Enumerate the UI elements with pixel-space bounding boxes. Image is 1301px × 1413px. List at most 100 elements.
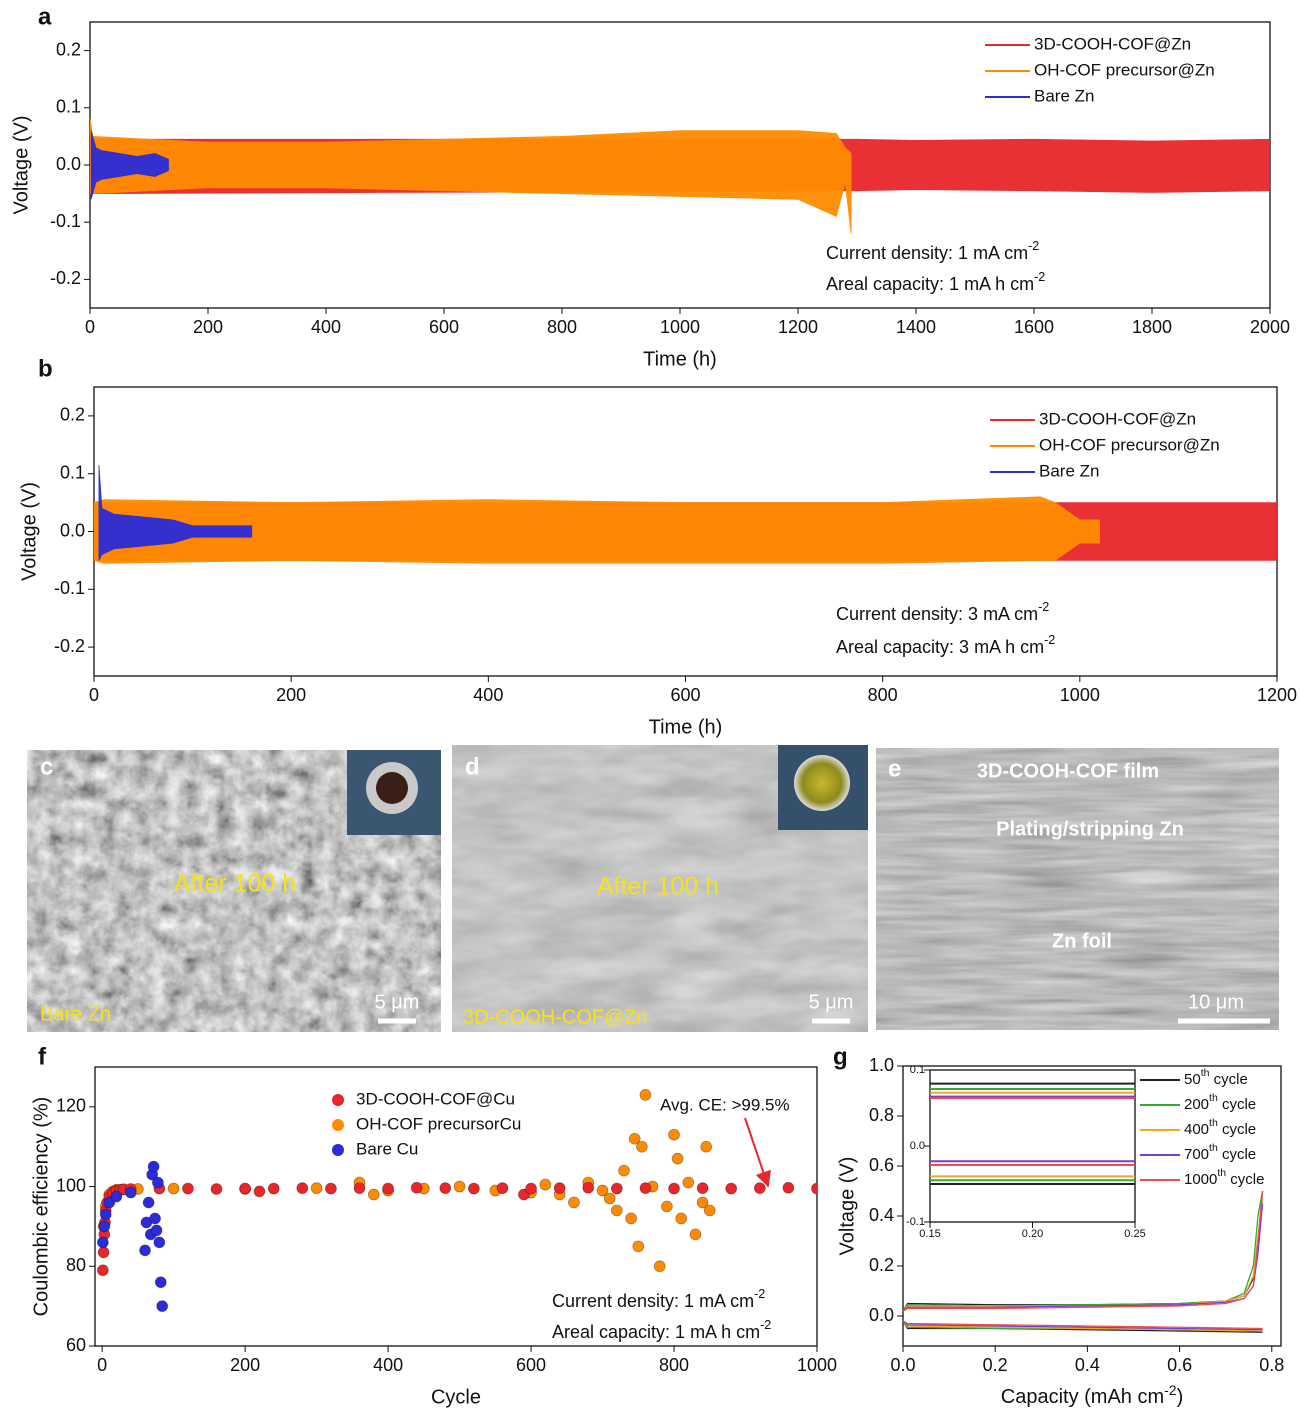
ce-point	[782, 1181, 795, 1194]
ce-point	[653, 1260, 666, 1273]
inset-bg	[930, 1070, 1135, 1222]
ce-point	[149, 1212, 161, 1225]
ce-point	[596, 1184, 609, 1197]
panel-letter: c	[40, 753, 53, 780]
ce-point	[628, 1132, 641, 1145]
ce-point	[353, 1182, 366, 1195]
x-tick-label: 200	[193, 317, 223, 337]
x-tick-label: 800	[868, 685, 898, 705]
ce-point	[668, 1182, 680, 1195]
y-tick-label: 60	[66, 1335, 86, 1355]
sample-label: 3D-COOH-COF@Zn	[463, 1006, 648, 1028]
condition-note: Areal capacity: 1 mA h cm-2	[826, 270, 1045, 293]
ce-point	[382, 1182, 394, 1195]
layer-label: Zn foil	[1052, 930, 1112, 952]
y-tick-label: 80	[66, 1255, 86, 1275]
y-tick-label: 1.0	[869, 1055, 894, 1075]
ce-point	[239, 1182, 252, 1195]
x-tick-label: 400	[473, 685, 503, 705]
y-tick-label: 0.2	[56, 39, 81, 59]
x-tick-label: 0	[85, 317, 95, 337]
y-tick-label: 0.6	[869, 1155, 894, 1175]
ce-point	[700, 1140, 713, 1153]
x-tick-label: 0	[89, 685, 99, 705]
ce-point	[96, 1236, 109, 1249]
ce-point	[696, 1182, 709, 1195]
x-tick-label: 0.8	[1259, 1355, 1284, 1375]
plot-area	[903, 1190, 1264, 1333]
legend-label: 3D-COOH-COF@Zn	[1039, 409, 1196, 428]
plot-frame	[902, 1065, 1282, 1347]
plot-area	[94, 465, 1277, 564]
x-tick-label: 0.4	[1075, 1355, 1100, 1375]
legend-label: 1000th cycle	[1184, 1167, 1264, 1188]
ce-point	[253, 1185, 266, 1198]
text-part: cycle	[1218, 1146, 1256, 1163]
image-caption: After 100 h	[597, 873, 719, 901]
annotation: Avg. CE: >99.5%	[660, 1095, 790, 1114]
x-tick-label: 200	[276, 685, 306, 705]
text-part: th	[1217, 1167, 1226, 1179]
text-part: -2	[1044, 633, 1055, 647]
x-tick-label: 0.0	[890, 1355, 915, 1375]
ce-point	[267, 1182, 280, 1195]
scale-label: 5 μm	[375, 991, 420, 1013]
voltage-band	[94, 496, 1100, 564]
ce-point	[156, 1300, 169, 1313]
text-part: Capacity (mAh cm	[1001, 1386, 1164, 1408]
legend-label: 3D-COOH-COF@Zn	[1034, 34, 1191, 53]
ce-point	[610, 1182, 623, 1195]
ce-point	[811, 1182, 817, 1195]
y-tick-label: 0.1	[56, 97, 81, 117]
ce-point	[689, 1228, 702, 1241]
x-tick-label: 1800	[1132, 317, 1172, 337]
y-tick-label: 0.1	[60, 462, 85, 482]
y-tick-label: 0.0	[910, 1140, 925, 1152]
voltage-band	[98, 465, 253, 561]
x-tick-label: 1600	[1014, 317, 1054, 337]
ce-point	[582, 1181, 595, 1194]
x-tick-label: 1000	[660, 317, 700, 337]
text-part: Areal capacity: 3 mA h cm	[836, 637, 1044, 657]
legend-marker	[332, 1119, 344, 1131]
x-tick-label: 600	[429, 317, 459, 337]
text-part: Current density: 3 mA cm	[836, 604, 1038, 624]
ce-point	[603, 1192, 616, 1205]
y-tick-label: 120	[56, 1096, 86, 1116]
legend-label: OH-COF precursor@Zn	[1039, 435, 1220, 454]
x-tick-label: 0.20	[1022, 1228, 1043, 1240]
text-part: 50	[1184, 1071, 1201, 1088]
legend-label: 3D-COOH-COF@Cu	[356, 1089, 515, 1108]
ce-point	[167, 1182, 180, 1195]
legend-marker	[332, 1094, 344, 1106]
ce-point	[325, 1182, 337, 1195]
ce-point	[98, 1220, 111, 1233]
text-part: Areal capacity: 1 mA h cm	[826, 274, 1034, 294]
legend-label: 700th cycle	[1184, 1142, 1256, 1163]
x-tick-label: 0	[97, 1355, 107, 1375]
text-part: -2	[1034, 270, 1045, 284]
ce-point	[453, 1180, 466, 1193]
y-tick-label: -0.1	[54, 578, 85, 598]
x-tick-label: 1000	[797, 1355, 837, 1375]
text-part: -2	[754, 1287, 765, 1301]
plot-frame	[94, 1066, 818, 1347]
y-tick-label: 0.2	[60, 405, 85, 425]
x-tick-label: 1200	[1257, 685, 1297, 705]
x-axis-title: Cycle	[431, 1386, 481, 1408]
text-part: 200	[1184, 1096, 1209, 1113]
ce-point	[296, 1182, 309, 1195]
ce-point	[467, 1182, 480, 1195]
ce-point	[97, 1246, 110, 1259]
y-tick-label: 0.8	[869, 1105, 894, 1125]
y-tick-label: 0.0	[869, 1305, 894, 1325]
ce-point	[568, 1196, 580, 1209]
ce-point	[367, 1188, 380, 1201]
ce-point	[696, 1196, 709, 1209]
text-part: cycle	[1226, 1171, 1264, 1188]
legend-label: 200th cycle	[1184, 1092, 1256, 1113]
y-tick-label: 0.0	[56, 154, 81, 174]
text-part: Current density: 1 mA cm	[552, 1291, 754, 1311]
x-tick-label: 200	[230, 1355, 260, 1375]
text-part: cycle	[1209, 1071, 1247, 1088]
